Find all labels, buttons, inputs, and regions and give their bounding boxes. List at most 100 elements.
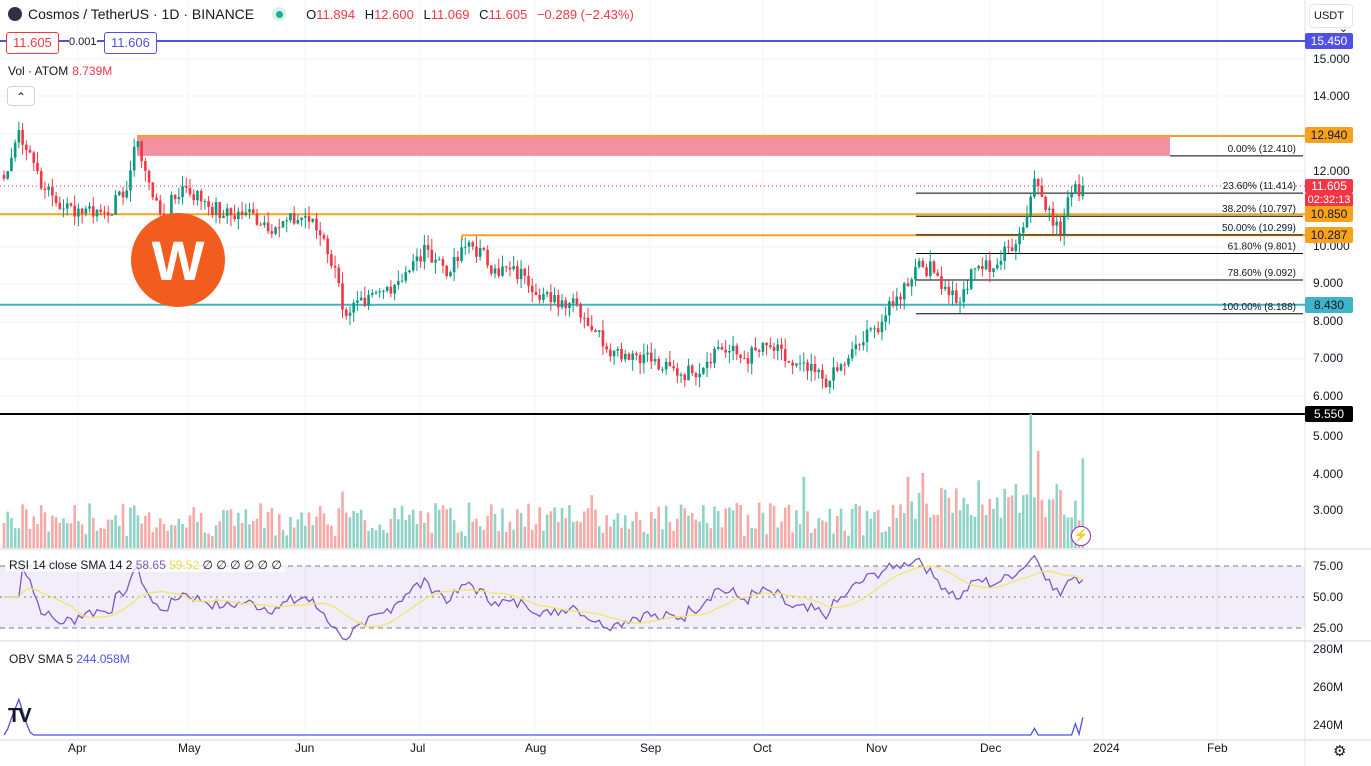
candle-body — [493, 268, 497, 274]
candle-body — [118, 191, 121, 196]
tradingview-logo-icon[interactable]: TV — [8, 705, 32, 727]
time-axis-label: Feb — [1207, 741, 1228, 755]
candle-body — [240, 211, 244, 215]
volume-bar — [932, 514, 936, 548]
ohlc-values: O11.894 H12.600 L11.069 C11.605 −0.289 (… — [306, 6, 634, 22]
candle-body — [36, 162, 39, 172]
candle-body — [709, 361, 713, 364]
candle-body — [835, 367, 839, 371]
time-axis-label: Nov — [866, 741, 888, 755]
candle-body — [664, 361, 668, 370]
volume-bar — [769, 503, 772, 548]
symbol-title[interactable]: Cosmos / TetherUS · 1D · BINANCE — [28, 6, 255, 22]
candle-body — [1021, 227, 1025, 233]
candle-body — [315, 218, 318, 231]
volume-bar — [884, 531, 887, 548]
volume-bar — [553, 507, 556, 548]
candle-body — [627, 353, 631, 360]
volume-bar — [1036, 450, 1040, 548]
candle-body — [787, 361, 791, 363]
volume-bar — [486, 516, 489, 548]
candle-body — [237, 211, 240, 220]
volume-bar — [222, 509, 225, 548]
candle-body — [330, 254, 333, 266]
volume-bar — [530, 529, 534, 548]
gear-icon[interactable]: ⚙ — [1333, 743, 1347, 760]
volume-bar — [32, 516, 36, 548]
candle-body — [140, 141, 143, 162]
volume-bar — [832, 533, 835, 548]
candle-body — [1070, 193, 1073, 198]
candle-body — [955, 290, 958, 303]
currency-select[interactable]: USDT ⌄ — [1309, 4, 1353, 35]
fib-level-label: 0.00% (12.410) — [1228, 144, 1296, 155]
candle-body — [17, 130, 21, 143]
volume-bar — [162, 524, 166, 548]
fib-level-label: 78.60% (9.092) — [1228, 268, 1296, 279]
volume-bar — [188, 515, 192, 548]
volume-bar — [348, 517, 352, 548]
volume-bar — [456, 532, 460, 548]
volume-bar — [1033, 497, 1036, 548]
volume-bar — [151, 531, 155, 548]
volume-bar — [862, 535, 865, 548]
volume-bar — [746, 514, 750, 548]
volume-bar — [687, 515, 690, 548]
volume-bar — [943, 489, 947, 548]
volume-bar — [177, 518, 181, 548]
candle-body — [876, 328, 880, 333]
volume-bar — [423, 522, 426, 548]
chevron-down-icon: ⌄ — [1338, 23, 1348, 35]
volume-bar — [702, 505, 705, 548]
candle-body — [482, 247, 486, 250]
volume-bar — [757, 502, 761, 548]
volume-bar — [389, 518, 393, 548]
volume-bar — [1018, 512, 1021, 548]
candle-body — [765, 342, 768, 346]
candle-body — [910, 279, 913, 287]
volume-bar — [605, 515, 608, 548]
candle-body — [162, 213, 166, 217]
volume-bar — [58, 522, 62, 548]
candle-body — [311, 218, 315, 222]
price-axis-label: 15.000 — [1313, 52, 1350, 66]
volume-bar — [244, 509, 248, 548]
volume-bar — [140, 523, 143, 548]
volume-bar — [776, 527, 780, 548]
candle-body — [847, 358, 850, 365]
candle-body — [549, 292, 553, 303]
volume-bar — [787, 504, 791, 548]
candle-body — [475, 246, 478, 257]
volume-bar — [817, 518, 820, 548]
candle-body — [255, 213, 259, 225]
volume-bar — [664, 505, 668, 548]
volume-bar — [936, 514, 940, 548]
candle-body — [623, 353, 627, 360]
volume-bar — [333, 535, 337, 548]
volume-bar — [363, 520, 367, 548]
price-label-8430: 8.430 — [1305, 296, 1353, 313]
volume-bar — [649, 511, 653, 548]
volume-bar — [341, 491, 344, 548]
candle-body — [356, 300, 359, 303]
volume-bar — [720, 527, 724, 548]
sell-price-button[interactable]: 11.605 — [6, 32, 59, 54]
candle-body — [772, 346, 776, 351]
time-axis-label: Apr — [68, 741, 87, 755]
candle-body — [527, 275, 530, 286]
volume-bar — [620, 527, 623, 548]
volume-bar — [136, 515, 140, 548]
candle-body — [214, 202, 218, 215]
candle-body — [780, 344, 783, 350]
volume-bar — [118, 525, 121, 548]
candle-body — [940, 275, 943, 289]
volume-bar — [203, 532, 207, 548]
candle-body — [1014, 244, 1018, 252]
buy-price-button[interactable]: 11.606 — [104, 32, 157, 54]
volume-bar — [304, 525, 307, 548]
collapse-legend-button[interactable]: ⌃ — [7, 86, 35, 106]
volume-bar — [91, 517, 95, 548]
volume-bar — [434, 503, 437, 548]
lightning-icon[interactable]: ⚡ — [1071, 526, 1091, 546]
